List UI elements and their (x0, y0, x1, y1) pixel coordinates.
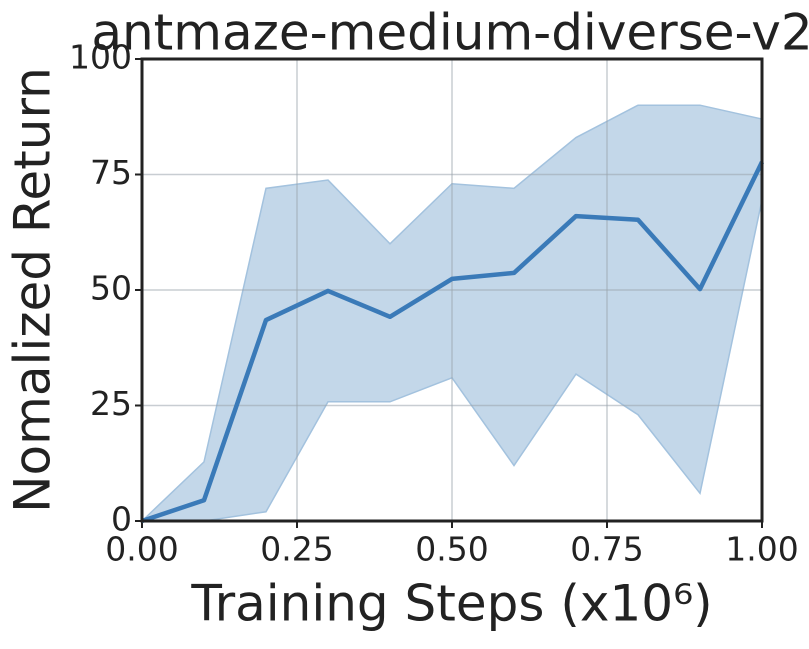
x-tick-label: 0.50 (415, 530, 488, 569)
chart-title: antmaze-medium-diverse-v2 (91, 4, 809, 62)
line (141, 161, 765, 524)
y-tick-label: 75 (90, 153, 132, 192)
x-tick-label: 0.25 (260, 530, 333, 569)
y-tick-label: 25 (90, 384, 132, 423)
x-axis-label: Training Steps (x10⁶) (190, 575, 712, 633)
y-tick-label: 50 (90, 269, 132, 308)
y-tick-label: 0 (111, 500, 132, 539)
y-axis-label: Nomalized Return (4, 67, 62, 513)
x-tick-label: 0.00 (105, 530, 178, 569)
plot-frame (140, 57, 764, 523)
x-tick-label: 0.75 (570, 530, 643, 569)
x-tick-label: 1.00 (725, 530, 798, 569)
y-tick-label: 100 (69, 38, 132, 77)
